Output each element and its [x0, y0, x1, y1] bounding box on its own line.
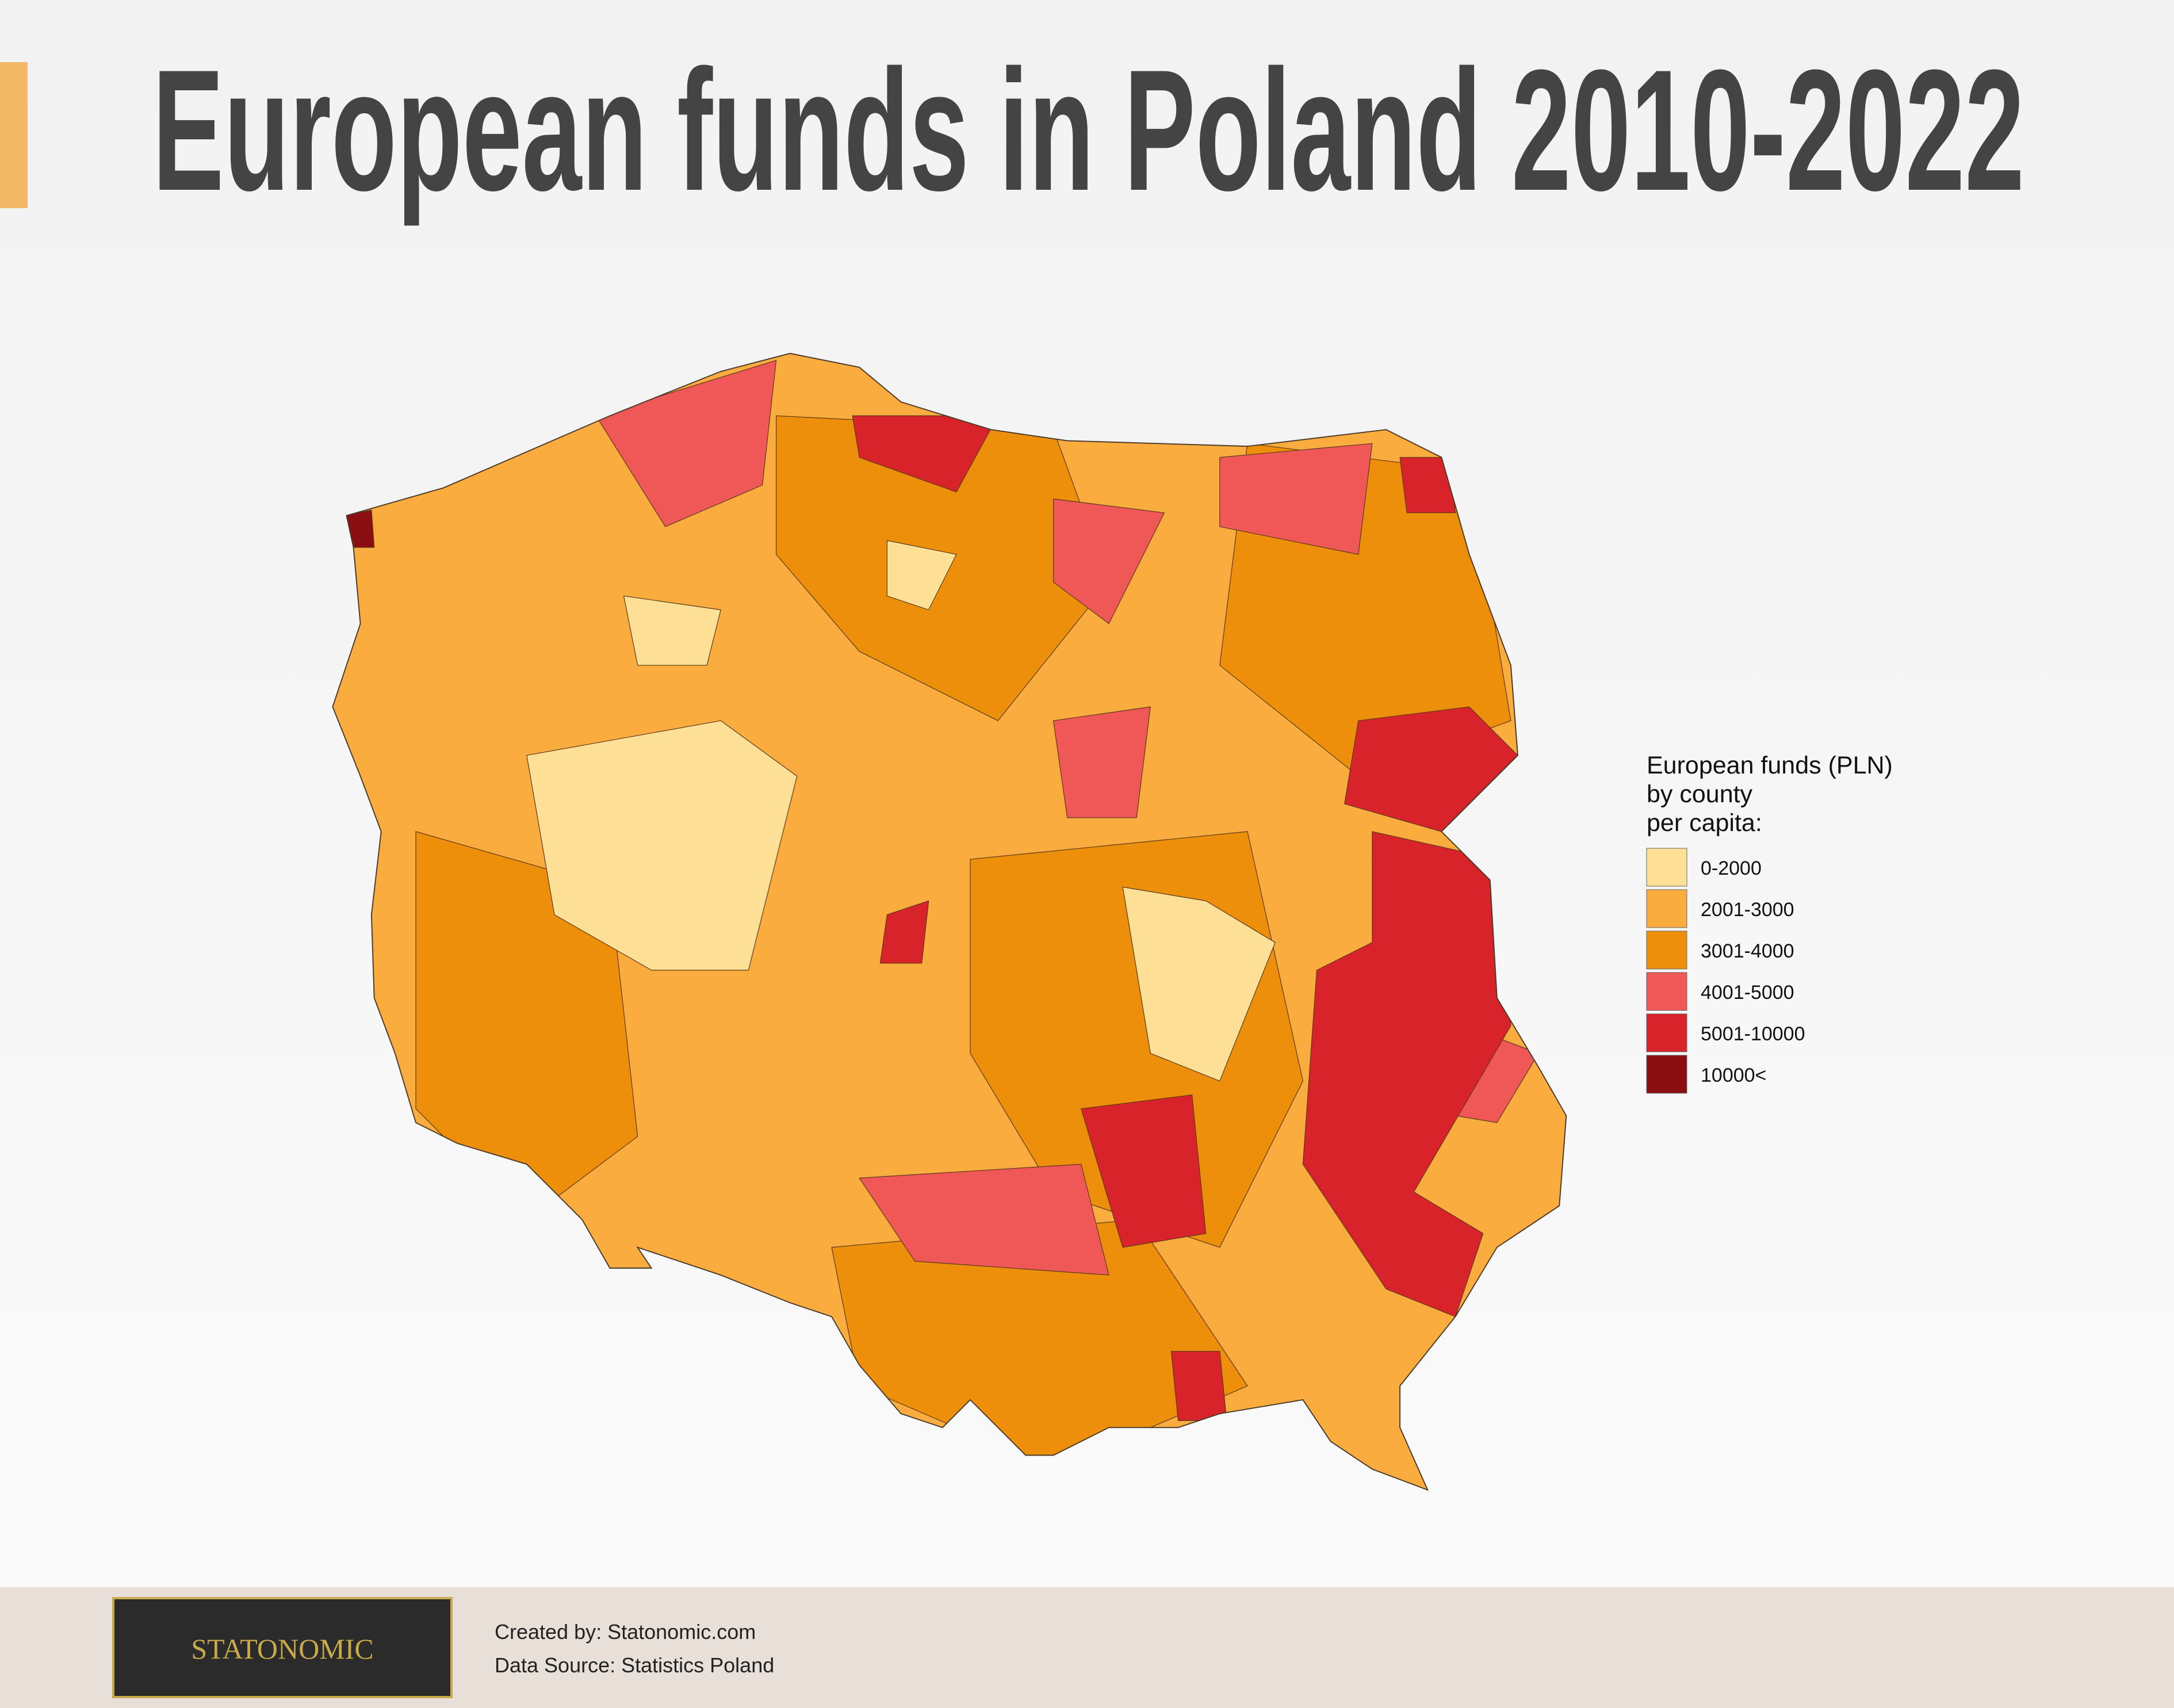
legend-title: by county — [1647, 780, 1753, 808]
map-region — [859, 1163, 1109, 1276]
logo: STATONOMIC — [191, 1633, 373, 1665]
legend-swatch — [1646, 889, 1687, 928]
country-outline — [332, 353, 1567, 1491]
logo-box — [112, 1597, 453, 1698]
legend-label: 3001-4000 — [1701, 940, 1794, 962]
map-region — [1052, 498, 1165, 625]
legend-swatch — [1646, 972, 1687, 1011]
legend-label: 10000< — [1701, 1064, 1766, 1086]
accent-bar — [0, 62, 28, 208]
title: European funds in Poland 2010-2022 — [152, 33, 2024, 228]
legend-swatch — [1646, 848, 1687, 887]
map-region — [526, 720, 798, 971]
map-region — [1052, 706, 1151, 818]
legend-label: 0-2000 — [1701, 857, 1762, 879]
map-region — [623, 595, 721, 666]
legend-title: per capita: — [1647, 809, 1762, 837]
map-region — [886, 540, 957, 611]
map-region — [1399, 457, 1456, 514]
map-region — [1219, 443, 1373, 555]
legend-swatch — [1646, 1013, 1687, 1052]
map-region — [1170, 1351, 1227, 1421]
map-region — [1122, 886, 1276, 1082]
legend-label: 5001-10000 — [1701, 1023, 1805, 1045]
map-region — [1081, 1094, 1207, 1248]
legend-label: 2001-3000 — [1701, 899, 1794, 921]
legend-title: European funds (PLN) — [1647, 752, 1893, 779]
legend-swatch — [1646, 1055, 1687, 1094]
map-region — [879, 900, 929, 964]
legend-label: 4001-5000 — [1701, 982, 1794, 1004]
credit: Created by: Statonomic.com — [495, 1620, 756, 1644]
legend-swatch — [1646, 930, 1687, 970]
credit: Data Source: Statistics Poland — [495, 1653, 774, 1677]
map — [332, 353, 1567, 1491]
